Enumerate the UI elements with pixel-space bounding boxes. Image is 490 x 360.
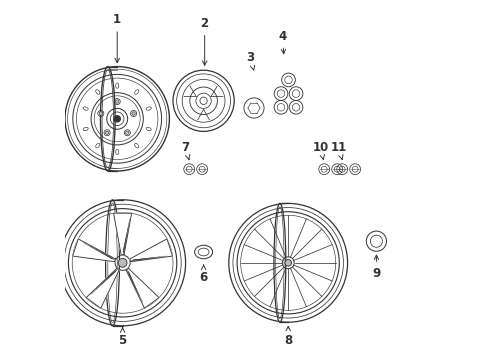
Text: 3: 3 [246, 51, 255, 70]
Text: 2: 2 [200, 17, 209, 65]
Circle shape [118, 258, 127, 267]
Circle shape [116, 100, 119, 103]
Text: 6: 6 [199, 265, 208, 284]
Polygon shape [126, 269, 159, 308]
Polygon shape [73, 239, 115, 262]
Text: 11: 11 [330, 141, 347, 160]
Text: 10: 10 [313, 141, 329, 160]
Circle shape [285, 260, 292, 266]
Polygon shape [86, 269, 119, 308]
Circle shape [99, 112, 102, 115]
Circle shape [125, 131, 129, 134]
Text: 7: 7 [181, 141, 190, 160]
Circle shape [114, 116, 121, 122]
Polygon shape [114, 213, 132, 255]
Polygon shape [130, 239, 172, 262]
Text: 8: 8 [284, 327, 293, 347]
Circle shape [105, 131, 109, 134]
Text: 1: 1 [113, 13, 121, 63]
Circle shape [132, 112, 135, 115]
Text: 4: 4 [279, 30, 287, 54]
Text: 5: 5 [119, 328, 127, 347]
Text: 9: 9 [372, 255, 381, 280]
